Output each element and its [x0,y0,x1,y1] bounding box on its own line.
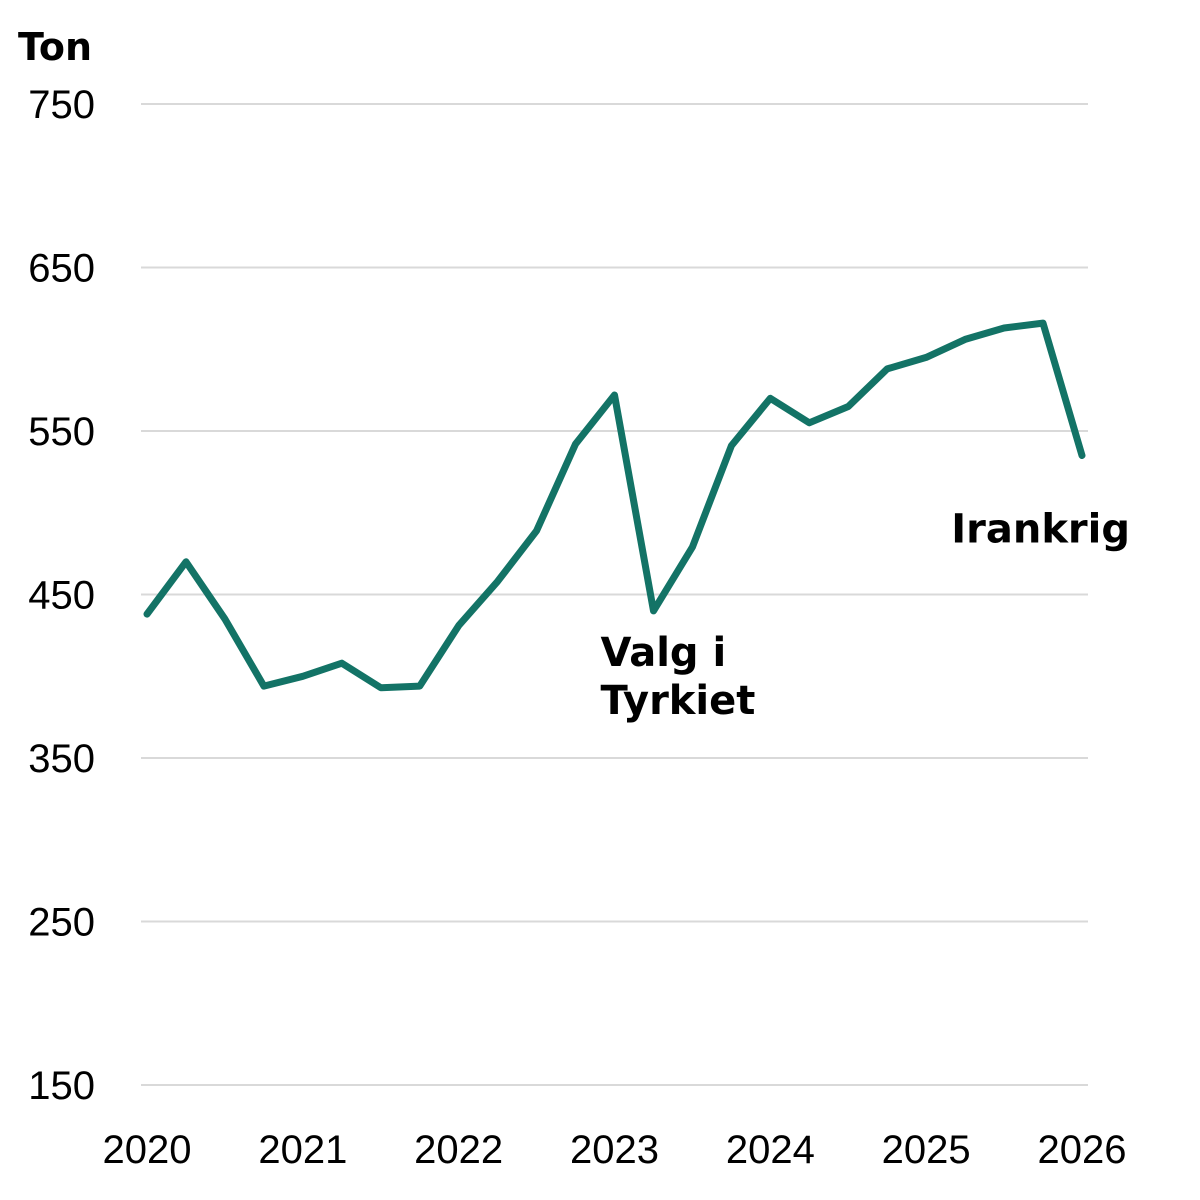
y-tick-label: 550 [28,410,95,454]
y-axis-unit-label: Ton [18,25,92,69]
x-tick-label: 2024 [726,1128,815,1172]
y-tick-label: 350 [28,737,95,781]
y-tick-label: 450 [28,574,95,618]
y-tick-label: 150 [28,1064,95,1108]
y-axis-tick-labels: 750 650 550 450 350 250 150 [28,83,95,1108]
annotations: Valg i Tyrkiet Irankrig [600,507,1130,724]
x-tick-label: 2025 [882,1128,971,1172]
x-tick-label: 2023 [570,1128,659,1172]
x-tick-label: 2021 [258,1128,347,1172]
y-tick-label: 750 [28,83,95,127]
series-line-0 [143,319,1086,692]
x-tick-label: 2026 [1038,1128,1127,1172]
x-tick-label: 2022 [414,1128,503,1172]
annotation-0: Valg i Tyrkiet [600,630,755,724]
annotation-1: Irankrig [951,507,1130,553]
y-tick-label: 650 [28,247,95,291]
gridlines [141,103,1088,1086]
x-axis-tick-labels: 2020 2021 2022 2023 2024 2025 2026 [103,1128,1127,1172]
series-layer [143,319,1086,692]
y-tick-label: 250 [28,901,95,945]
x-tick-label: 2020 [103,1128,192,1172]
